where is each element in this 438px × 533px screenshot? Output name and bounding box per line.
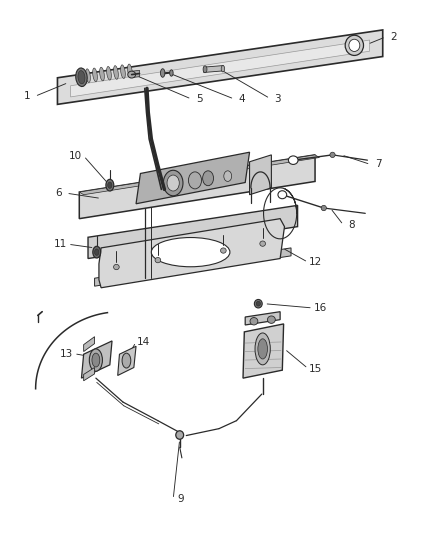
Text: 14: 14 [137,337,151,347]
Ellipse shape [93,246,101,258]
Ellipse shape [188,172,201,189]
Ellipse shape [127,64,132,78]
Ellipse shape [288,156,298,165]
Polygon shape [84,368,95,381]
Text: 11: 11 [53,239,67,249]
Ellipse shape [321,205,326,211]
Ellipse shape [163,170,183,196]
Ellipse shape [268,316,276,324]
Text: 4: 4 [239,94,245,104]
Ellipse shape [255,333,270,365]
Ellipse shape [151,238,230,266]
Ellipse shape [254,300,262,308]
Text: 15: 15 [309,364,322,374]
Text: 6: 6 [55,188,62,198]
Ellipse shape [113,264,119,270]
Ellipse shape [221,66,225,72]
Polygon shape [243,324,284,378]
Polygon shape [118,346,136,375]
Polygon shape [130,70,140,78]
Ellipse shape [349,39,360,52]
Ellipse shape [92,353,100,367]
Polygon shape [84,337,95,352]
Ellipse shape [260,241,265,246]
Text: 8: 8 [348,220,355,230]
Polygon shape [136,152,250,204]
Polygon shape [79,155,319,195]
Polygon shape [95,248,291,286]
Polygon shape [57,30,383,104]
Ellipse shape [95,249,99,255]
Ellipse shape [330,152,335,158]
Text: 1: 1 [24,91,30,101]
Ellipse shape [106,67,111,80]
Text: 3: 3 [275,93,281,103]
Ellipse shape [128,71,136,78]
Ellipse shape [170,70,173,76]
Ellipse shape [203,171,214,185]
Ellipse shape [220,248,226,253]
Ellipse shape [113,66,118,79]
Ellipse shape [106,179,114,191]
Ellipse shape [203,66,207,72]
Polygon shape [204,66,223,72]
Text: 12: 12 [309,257,322,267]
Polygon shape [245,312,280,325]
Ellipse shape [224,171,232,181]
Text: 13: 13 [60,349,73,359]
Ellipse shape [122,353,131,368]
Ellipse shape [120,65,125,78]
Ellipse shape [258,339,268,359]
Polygon shape [71,40,370,97]
Ellipse shape [278,191,287,199]
Ellipse shape [78,71,85,84]
Text: 16: 16 [314,303,327,313]
Ellipse shape [76,68,87,86]
Ellipse shape [108,182,112,188]
Polygon shape [81,341,112,378]
Polygon shape [79,155,315,219]
Text: 10: 10 [69,151,82,161]
Ellipse shape [89,349,102,371]
Text: 9: 9 [178,494,184,504]
Ellipse shape [167,175,179,191]
Text: 5: 5 [196,94,203,104]
Polygon shape [99,219,285,288]
Polygon shape [250,155,272,195]
Ellipse shape [93,68,97,82]
Text: 2: 2 [390,32,397,42]
Ellipse shape [250,318,258,325]
Ellipse shape [86,69,90,83]
Polygon shape [88,205,297,259]
Ellipse shape [155,257,161,263]
Ellipse shape [345,35,364,55]
Text: 7: 7 [375,159,381,169]
Ellipse shape [99,67,104,81]
Ellipse shape [176,431,184,439]
Ellipse shape [256,301,261,306]
Ellipse shape [160,69,165,77]
